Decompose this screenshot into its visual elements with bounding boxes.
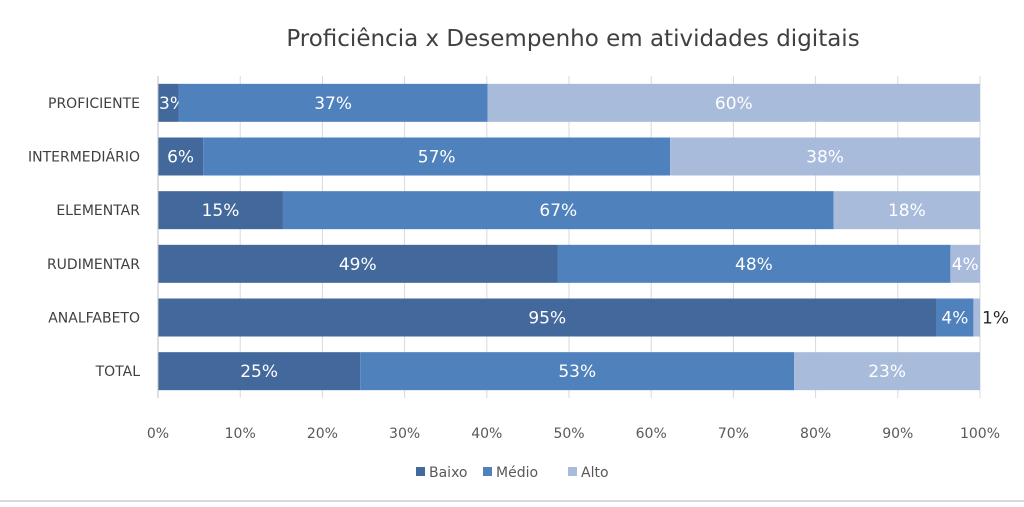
x-tick-label: 90% [882,426,913,442]
x-tick-label: 100% [960,426,1000,442]
data-label: 38% [806,148,844,168]
legend-label: Alto [581,465,609,481]
data-label: 67% [539,201,577,221]
x-tick-label: 60% [636,426,667,442]
x-tick-label: 30% [389,426,420,442]
data-label: 15% [202,201,240,221]
data-label: 53% [558,362,596,382]
category-label: RUDIMENTAR [47,257,140,273]
bar-segment [282,191,834,230]
bar-segment [833,191,980,230]
data-label: 48% [735,255,773,275]
bar-segment [158,352,361,391]
bar-segment [178,83,488,122]
x-tick-label: 0% [147,426,169,442]
category-label: PROFICIENTE [48,96,140,112]
bar-segment [203,137,671,176]
data-label: 4% [952,255,979,275]
x-tick-label: 10% [225,426,256,442]
data-label: 37% [314,94,352,114]
bar-segment [950,244,980,283]
data-label: 4% [941,309,968,329]
category-label: ANALFABETO [48,311,140,327]
data-label: 49% [339,255,377,275]
bar-segment [158,83,179,122]
x-tick-label: 70% [718,426,749,442]
legend-swatch [483,467,492,476]
data-label: 95% [528,309,566,329]
bar-segment [670,137,980,176]
legend-label: Baixo [429,465,468,481]
bar-segment [794,352,980,391]
legend-swatch [416,467,425,476]
data-label: 6% [167,148,194,168]
data-label: 23% [868,362,906,382]
category-label: TOTAL [95,364,141,380]
bar-segment [158,137,204,176]
x-tick-label: 80% [800,426,831,442]
legend-label: Médio [496,465,538,481]
data-label: 1% [982,309,1009,329]
bar-segment [557,244,951,283]
bar-segment [158,244,558,283]
category-label: ELEMENTAR [56,203,140,219]
bar-segment [360,352,795,391]
data-label: 18% [888,201,926,221]
bar-segment [973,298,980,337]
x-tick-label: 50% [553,426,584,442]
bar-segment [936,298,974,337]
bottom-divider [0,500,1024,502]
bar-segment [158,191,283,230]
bar-segment [487,83,980,122]
legend-swatch [568,467,577,476]
category-label: INTERMEDIÁRIO [28,149,140,166]
data-label: 57% [418,148,456,168]
data-label: 60% [715,94,753,114]
data-label: 25% [240,362,278,382]
bar-segment [158,298,937,337]
x-tick-label: 20% [307,426,338,442]
chart-title: Proficiência x Desempenho em atividades … [286,26,860,52]
x-tick-label: 40% [471,426,502,442]
